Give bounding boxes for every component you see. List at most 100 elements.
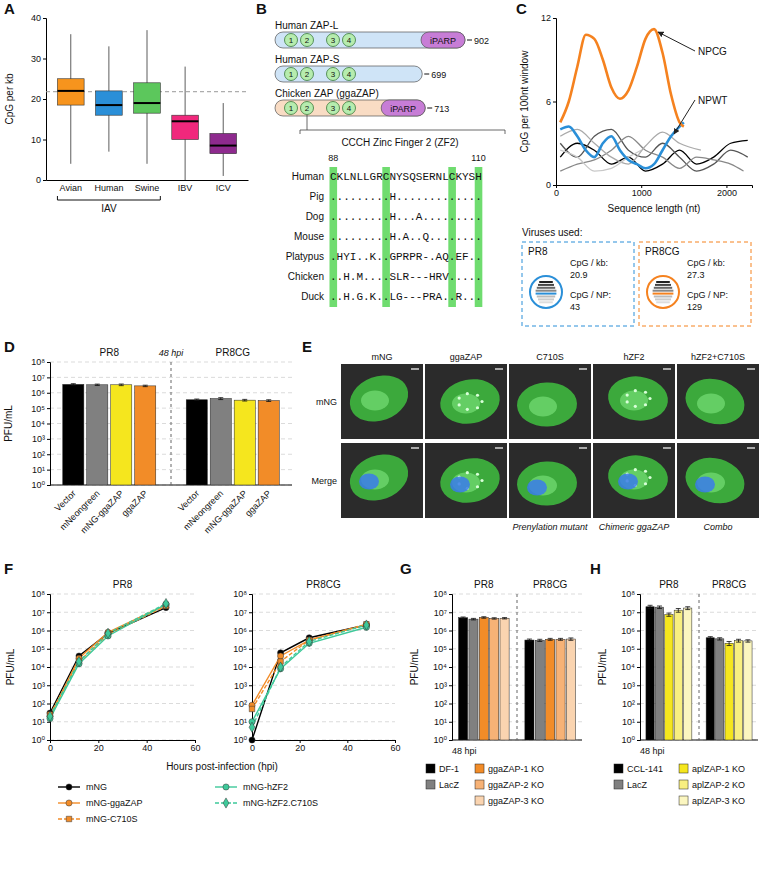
tick: 10⁶ bbox=[433, 626, 452, 636]
tick-label: 10⁴ bbox=[31, 662, 45, 672]
tick-mark bbox=[449, 685, 452, 686]
bar bbox=[546, 639, 555, 740]
punctum bbox=[648, 476, 651, 479]
plot bbox=[560, 29, 747, 171]
cell-bright bbox=[361, 391, 389, 411]
virus-segment bbox=[654, 296, 672, 298]
punctum bbox=[644, 391, 647, 394]
chart-title: PR8 bbox=[113, 579, 133, 590]
box bbox=[172, 115, 199, 139]
group-title: PR8CG bbox=[216, 347, 251, 358]
legend-label: ggaZAP-1 KO bbox=[488, 764, 544, 774]
legend-swatch bbox=[679, 796, 688, 805]
bar bbox=[525, 640, 534, 740]
zinc-finger-label: 3 bbox=[331, 36, 336, 45]
tick-mark bbox=[249, 594, 252, 595]
nucleus bbox=[359, 474, 379, 490]
bar bbox=[63, 384, 84, 485]
axis-title: Hours post-infection (hpi) bbox=[166, 761, 278, 772]
punctum bbox=[626, 393, 629, 396]
panel-letter: D bbox=[4, 338, 15, 355]
error-bar bbox=[568, 638, 573, 640]
error-bar bbox=[708, 637, 713, 639]
punctum bbox=[648, 397, 651, 400]
legend-swatch bbox=[614, 780, 623, 789]
punctum bbox=[476, 406, 479, 409]
tick: 2000 bbox=[717, 185, 737, 198]
sequence: ..H.M....SLR---HRV..... bbox=[330, 271, 482, 283]
zinc-finger-label: 1 bbox=[289, 104, 294, 113]
line bbox=[50, 606, 166, 714]
sequence: ..H.G.K..LG---PRA..R... bbox=[330, 291, 482, 303]
tick: 10⁵ bbox=[31, 404, 50, 414]
legend-item: ggaZAP-3 KO bbox=[475, 796, 544, 806]
micrograph-ground bbox=[677, 364, 759, 439]
tick: 10³ bbox=[32, 434, 50, 444]
virus-segment bbox=[536, 290, 557, 292]
stat-label: CpG / NP: bbox=[570, 290, 611, 300]
line bbox=[560, 122, 684, 168]
grid-line bbox=[252, 594, 395, 595]
micrograph-ground bbox=[509, 364, 591, 439]
y-axis: 10⁰10¹10²10³10⁴10⁵10⁶10⁷10⁸ bbox=[433, 589, 452, 745]
error-bar bbox=[242, 399, 247, 401]
zinc-finger-label: 4 bbox=[347, 70, 352, 79]
punctum bbox=[634, 405, 637, 408]
tick-mark bbox=[47, 377, 50, 378]
punctum bbox=[476, 485, 479, 488]
domain-box bbox=[381, 100, 425, 116]
micrograph-ground bbox=[341, 364, 423, 439]
error-bar bbox=[471, 618, 476, 620]
marker bbox=[306, 636, 312, 646]
cell bbox=[343, 447, 414, 509]
column-header: C710S bbox=[536, 352, 564, 362]
legend-marker bbox=[66, 784, 72, 790]
panel-letter: C bbox=[516, 0, 527, 17]
x-axis: 010002000 bbox=[554, 185, 753, 198]
tick: 12 bbox=[541, 13, 556, 23]
legend-item: ggaZAP-1 KO bbox=[475, 764, 544, 774]
tick: 10³ bbox=[434, 681, 452, 691]
zinc-finger-label: 2 bbox=[305, 70, 310, 79]
micrograph-ground bbox=[593, 443, 675, 518]
virus-segment bbox=[655, 298, 671, 300]
tick-label: ICV bbox=[216, 183, 231, 193]
grid-line bbox=[50, 594, 195, 595]
protein-length: 902 bbox=[474, 36, 489, 46]
tick: 10⁰ bbox=[31, 480, 50, 490]
group-title: PR8CG bbox=[712, 579, 747, 590]
panel-f-3: F10⁰10¹10²10³10⁴10⁵10⁶10⁷10⁸0204060PFU/m… bbox=[4, 560, 318, 824]
tick: 6 bbox=[546, 97, 556, 107]
protein-bar bbox=[275, 100, 425, 116]
legend-swatch bbox=[475, 780, 484, 789]
error-bar bbox=[717, 638, 722, 640]
series-label: NPWT bbox=[698, 95, 727, 106]
virus-segment bbox=[538, 284, 554, 286]
tick-label: 10¹ bbox=[32, 465, 45, 475]
grid-line bbox=[50, 408, 292, 409]
tick-mark bbox=[637, 722, 640, 723]
tick-label: 10³ bbox=[32, 681, 45, 691]
tick: 1000 bbox=[632, 185, 652, 198]
zinc-finger-label: 2 bbox=[305, 104, 310, 113]
group-title: PR8 bbox=[100, 347, 120, 358]
tick-label: 10² bbox=[622, 699, 635, 709]
median bbox=[172, 120, 199, 122]
motif-title: CCCH Zinc Finger 2 (ZF2) bbox=[341, 137, 458, 148]
tick: 10³ bbox=[234, 681, 252, 691]
bracket bbox=[57, 196, 160, 200]
bar bbox=[684, 608, 692, 740]
virus-segment bbox=[537, 287, 555, 289]
legend-label: mNG-C710S bbox=[86, 814, 138, 824]
grid-line bbox=[252, 648, 395, 649]
virus-segment bbox=[656, 281, 670, 283]
tick-label: 10⁸ bbox=[31, 589, 45, 599]
grid bbox=[452, 594, 582, 740]
stat-value: 129 bbox=[687, 302, 702, 312]
domain-label: iPARP bbox=[430, 36, 456, 46]
tick-mark bbox=[43, 59, 46, 60]
box bbox=[96, 91, 123, 115]
tick-mark bbox=[637, 612, 640, 613]
y-axis: 10⁰10¹10²10³10⁴10⁵10⁶10⁷10⁸ bbox=[31, 357, 50, 490]
error-bar bbox=[657, 606, 662, 609]
